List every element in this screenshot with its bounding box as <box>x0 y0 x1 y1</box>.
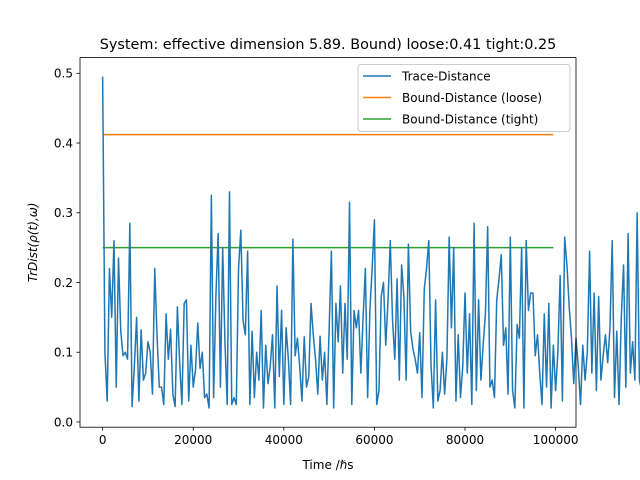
x-axis-ticks: 0 20000 40000 60000 80000 100000 <box>99 427 579 447</box>
y-tick-label: 0.0 <box>54 415 73 429</box>
y-tick-label: 0.2 <box>54 276 73 290</box>
legend-label-2: Bound-Distance (tight) <box>402 112 538 126</box>
chart-title: System: effective dimension 5.89. Bound)… <box>100 37 557 53</box>
legend-frame <box>357 64 571 132</box>
x-tick-label: 100000 <box>533 433 579 447</box>
x-axis-label: Time /ℏs <box>301 458 353 472</box>
plot-area <box>79 57 640 428</box>
x-tick-label: 40000 <box>265 433 303 447</box>
legend-label-1: Bound-Distance (loose) <box>402 91 542 105</box>
legend-label-0: Trace-Distance <box>401 69 491 83</box>
x-tick-label: 60000 <box>355 433 393 447</box>
legend: Trace-Distance Bound-Distance (loose) Boun… <box>357 64 571 132</box>
x-tick-label: 20000 <box>174 433 212 447</box>
y-tick-label: 0.5 <box>54 67 73 81</box>
x-tick-label: 80000 <box>446 433 484 447</box>
series-layer <box>101 76 640 409</box>
y-tick-label: 0.1 <box>54 346 73 360</box>
y-tick-label: 0.4 <box>54 136 73 150</box>
y-axis-ticks: 0.0 0.1 0.2 0.3 0.4 0.5 <box>54 67 80 429</box>
x-tick-label: 0 <box>99 433 107 447</box>
y-tick-label: 0.3 <box>54 206 73 220</box>
series-line-0 <box>101 76 640 409</box>
y-axis-label: TrDist(ρ(t),ω) <box>26 203 40 283</box>
axes-frame <box>79 57 577 428</box>
